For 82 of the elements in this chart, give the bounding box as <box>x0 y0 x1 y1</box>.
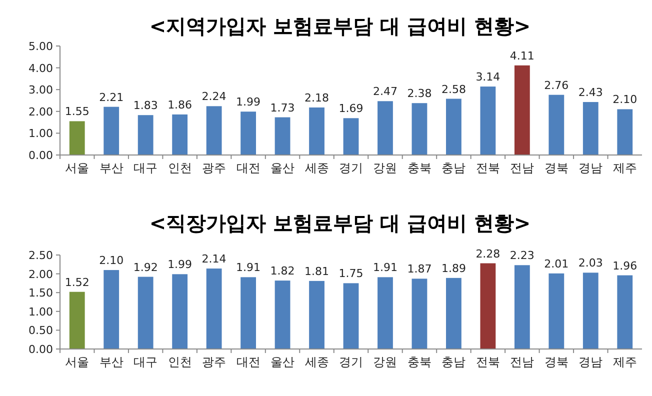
x-tick-label: 인천 <box>168 161 192 175</box>
data-label: 1.96 <box>612 259 638 272</box>
data-label: 2.43 <box>578 86 603 100</box>
x-tick-label: 세종 <box>304 161 329 175</box>
x-tick-label: 울산 <box>270 355 295 369</box>
data-label: 1.89 <box>441 262 466 275</box>
x-tick-label: 경북 <box>544 355 568 369</box>
y-tick-label: 2.00 <box>28 105 53 118</box>
data-label: 2.14 <box>202 252 226 266</box>
data-label: 1.83 <box>133 99 158 112</box>
data-label: 2.03 <box>578 256 603 270</box>
x-tick-label: 울산 <box>270 161 295 175</box>
y-tick-label: 1.50 <box>28 286 53 300</box>
data-label: 1.99 <box>168 258 192 272</box>
chart-title: <직장가입자 보험료부담 대 급여비 현황> <box>149 211 531 235</box>
x-tick-label: 강원 <box>373 161 398 175</box>
x-tick-label: 세종 <box>304 355 329 369</box>
x-tick-label: 부산 <box>99 355 124 369</box>
x-tick-label: 광주 <box>202 161 226 175</box>
chart-title: <지역가입자 보험료부담 대 급여비 현황> <box>149 14 531 38</box>
x-tick-label: 제주 <box>612 161 637 175</box>
data-label: 2.18 <box>304 91 330 104</box>
data-label: 1.91 <box>236 261 261 274</box>
y-tick-label: 1.00 <box>28 127 53 140</box>
y-tick-label: 0.50 <box>28 324 53 338</box>
x-tick-label: 대구 <box>134 355 158 369</box>
x-tick-label: 경남 <box>578 355 603 369</box>
y-tick-label: 4.00 <box>28 62 53 75</box>
x-tick-label: 대전 <box>236 161 260 175</box>
y-tick-label: 5.00 <box>28 40 53 53</box>
data-label: 1.81 <box>304 264 330 278</box>
data-label: 2.23 <box>510 249 534 262</box>
data-label: 2.21 <box>99 90 124 104</box>
x-tick-label: 충북 <box>407 355 432 369</box>
data-label: 1.86 <box>168 98 192 112</box>
data-label: 2.10 <box>99 254 124 268</box>
x-tick-label: 인천 <box>168 355 192 369</box>
x-tick-label: 서울 <box>65 355 90 369</box>
data-label: 1.92 <box>133 260 158 274</box>
x-tick-label: 광주 <box>202 355 226 369</box>
data-label: 2.58 <box>441 82 466 96</box>
x-tick-label: 서울 <box>65 161 90 175</box>
data-label: 2.38 <box>407 87 432 100</box>
x-tick-label: 충북 <box>407 161 432 175</box>
data-label: 1.69 <box>338 102 364 116</box>
y-tick-label: 0.00 <box>28 343 53 356</box>
x-tick-label: 전북 <box>476 355 500 369</box>
data-label: 1.55 <box>64 105 90 118</box>
data-label: 1.87 <box>407 262 432 276</box>
y-tick-label: 3.00 <box>28 84 53 97</box>
x-tick-label: 제주 <box>612 355 637 369</box>
x-tick-label: 부산 <box>99 161 124 175</box>
data-label: 2.24 <box>202 90 226 104</box>
x-tick-label: 전남 <box>510 161 534 175</box>
x-tick-label: 경기 <box>339 355 363 369</box>
x-tick-label: 경남 <box>578 161 603 175</box>
y-tick-label: 2.50 <box>28 249 53 262</box>
x-tick-label: 경기 <box>339 161 363 175</box>
data-label: 2.28 <box>476 247 500 260</box>
x-tick-label: 경북 <box>544 161 568 175</box>
y-tick-label: 1.00 <box>28 305 53 318</box>
y-tick-label: 2.00 <box>28 268 53 281</box>
data-label: 1.91 <box>372 261 398 274</box>
data-label: 2.10 <box>612 93 638 106</box>
data-label: 1.99 <box>236 96 261 109</box>
data-label: 2.47 <box>372 85 398 98</box>
x-tick-label: 대구 <box>134 161 158 175</box>
data-label: 2.01 <box>544 257 569 270</box>
data-label: 4.11 <box>510 49 534 62</box>
y-tick-label: 0.00 <box>28 149 53 162</box>
data-label: 1.73 <box>270 101 295 114</box>
x-tick-label: 전북 <box>476 161 500 175</box>
x-tick-label: 대전 <box>236 355 260 369</box>
data-label: 1.82 <box>270 264 295 278</box>
data-label: 1.75 <box>338 267 364 280</box>
x-tick-label: 전남 <box>510 355 534 369</box>
data-label: 3.14 <box>476 70 500 84</box>
x-tick-label: 충남 <box>442 355 466 369</box>
data-label: 1.52 <box>64 276 90 289</box>
x-tick-label: 강원 <box>373 355 398 369</box>
data-label: 2.76 <box>544 78 569 92</box>
x-tick-label: 충남 <box>442 161 466 175</box>
